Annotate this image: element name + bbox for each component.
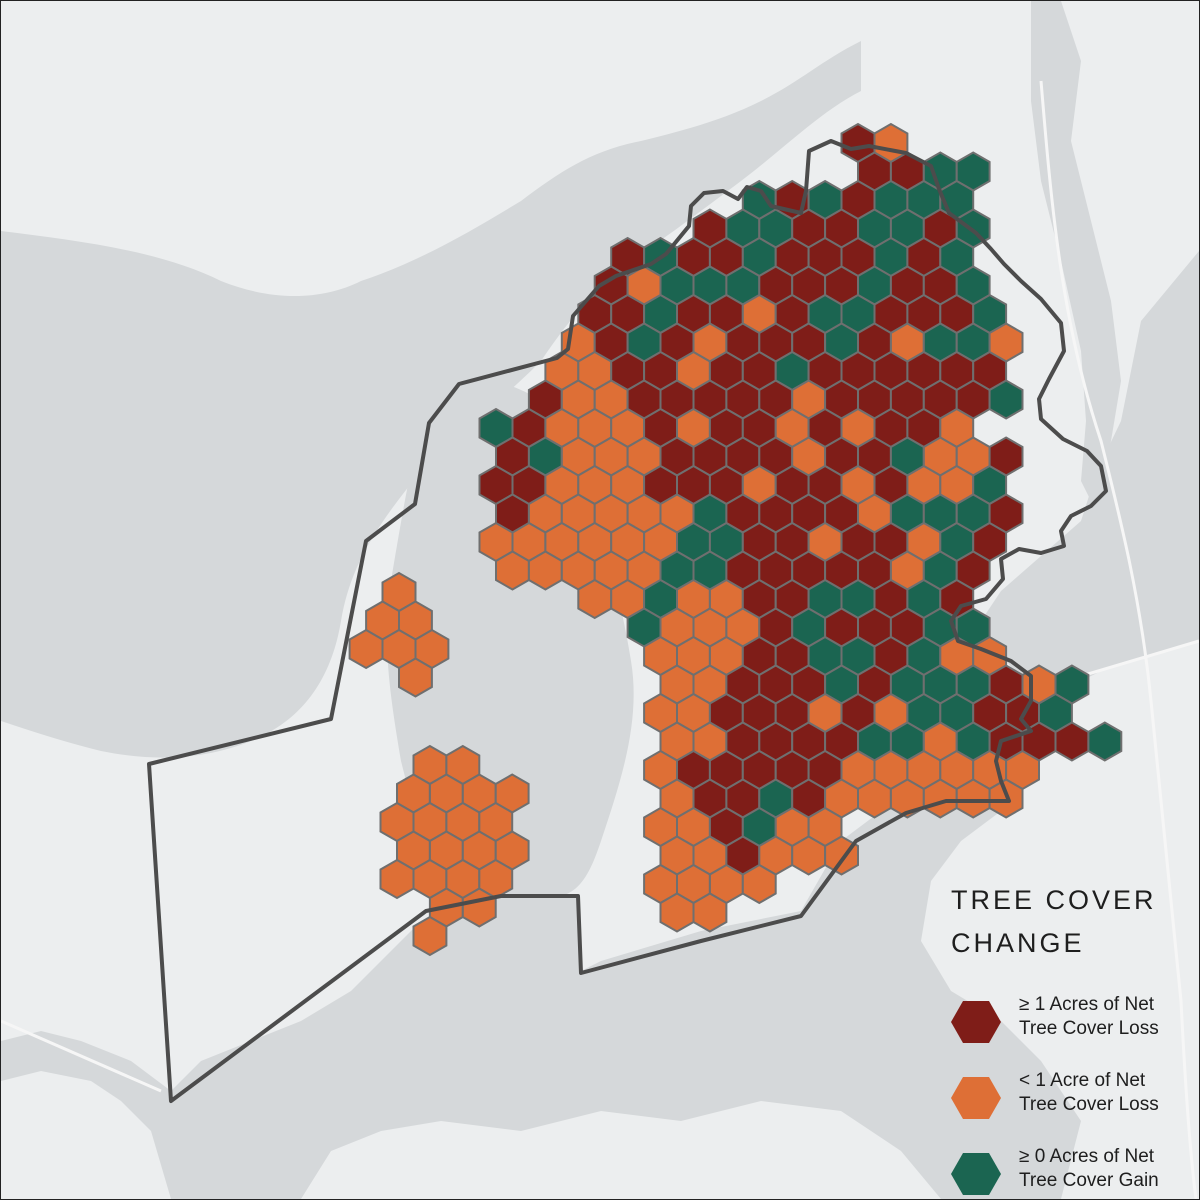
hexagon-icon xyxy=(951,1001,1001,1043)
road-southwest xyxy=(1,1019,162,1093)
legend-item-loss-major: ≥ 1 Acres of Net Tree Cover Loss xyxy=(951,993,1191,1053)
legend-label-loss-minor: < 1 Acre of Net Tree Cover Loss xyxy=(1019,1069,1199,1117)
hex-cell xyxy=(1087,721,1123,762)
hex-cell xyxy=(348,628,384,670)
hexagon-icon xyxy=(951,1153,1001,1195)
hex-cell xyxy=(692,892,728,933)
legend-title-line1: TREE COVER xyxy=(951,885,1157,915)
legend-title-line2: CHANGE xyxy=(951,928,1085,958)
legend-item-gain: ≥ 0 Acres of Net Tree Cover Gain xyxy=(951,1145,1191,1199)
hex-cell xyxy=(461,887,497,928)
study-area-boundary xyxy=(147,139,1108,1103)
road-east xyxy=(1039,80,1198,1199)
legend-swatch-gain xyxy=(951,1153,1001,1195)
hex-cell xyxy=(379,858,415,900)
legend-item-loss-minor: < 1 Acre of Net Tree Cover Loss xyxy=(951,1069,1191,1129)
legend-label-line1: ≥ 1 Acres of Net xyxy=(1019,994,1155,1015)
hex-cell xyxy=(824,835,859,876)
hex-cell xyxy=(857,778,892,819)
legend-label-line2: Tree Cover Loss xyxy=(1019,1094,1159,1115)
land-west-upper xyxy=(1,1,1001,331)
legend-label-line1: < 1 Acre of Net xyxy=(1019,1070,1146,1091)
hex-cell xyxy=(398,657,433,698)
hex-cell xyxy=(955,778,991,819)
map-legend: TREE COVER CHANGE ≥ 1 Acres of Net Tree … xyxy=(941,879,1191,1195)
tree-cover-hex-grid xyxy=(348,122,1123,957)
hex-cell xyxy=(1054,721,1090,762)
legend-label-loss-major: ≥ 1 Acres of Net Tree Cover Loss xyxy=(1019,993,1199,1041)
hex-cell xyxy=(527,550,563,591)
hex-cell xyxy=(922,778,958,819)
legend-label-line1: ≥ 0 Acres of Net xyxy=(1019,1146,1155,1167)
hex-cell xyxy=(412,915,448,957)
hex-cell xyxy=(659,892,695,933)
hex-cell xyxy=(741,863,777,905)
legend-label-line2: Tree Cover Loss xyxy=(1019,1018,1159,1039)
legend-swatch-loss-minor xyxy=(951,1077,1001,1119)
hex-cell xyxy=(495,550,530,591)
river-east xyxy=(1031,1,1121,501)
hex-cell xyxy=(988,379,1024,420)
legend-title: TREE COVER CHANGE xyxy=(951,879,1191,965)
legend-swatch-loss-major xyxy=(951,1001,1001,1043)
legend-label-line2: Tree Cover Gain xyxy=(1019,1170,1159,1191)
land-southwest xyxy=(1,1071,171,1199)
hex-cell xyxy=(791,835,827,876)
legend-label-gain: ≥ 0 Acres of Net Tree Cover Gain xyxy=(1019,1145,1199,1193)
land-south xyxy=(301,1101,941,1199)
hex-cell xyxy=(577,578,613,620)
hexagon-icon xyxy=(951,1077,1001,1119)
